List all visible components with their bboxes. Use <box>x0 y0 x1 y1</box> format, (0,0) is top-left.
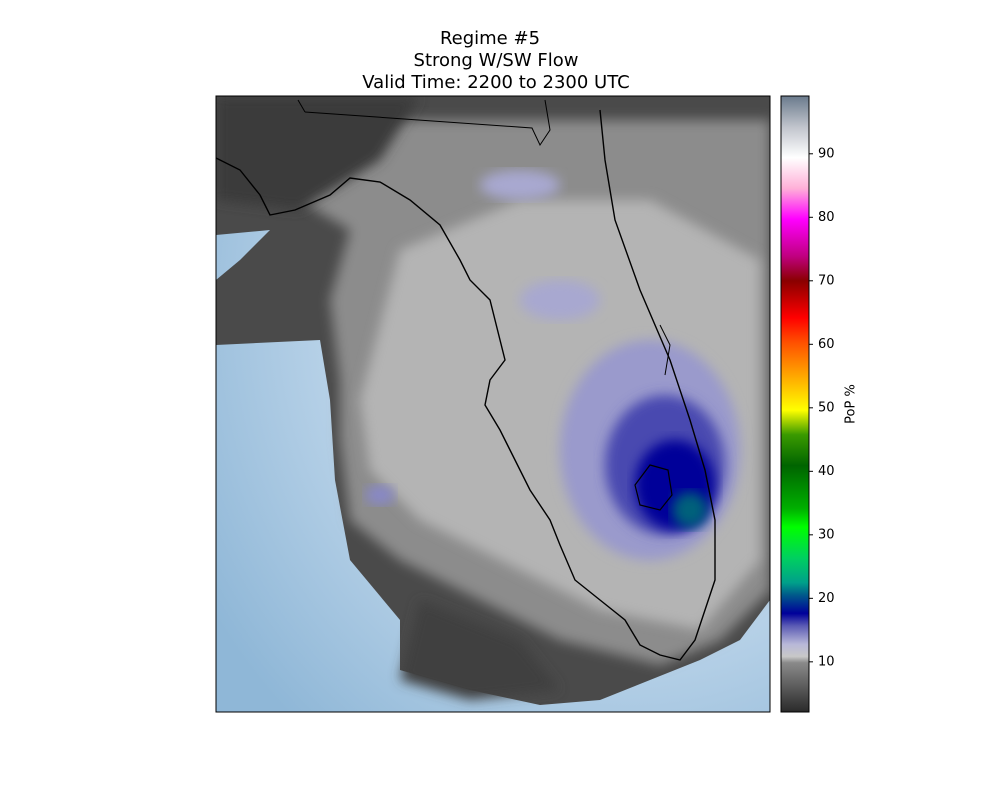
colorbar-tick-label: 80 <box>818 210 835 225</box>
colorbar-tick-label: 20 <box>818 591 835 606</box>
title-line: Regime #5 <box>440 28 540 49</box>
title-line: Valid Time: 2200 to 2300 UTC <box>362 72 629 93</box>
colorbar: PoP % 10 20 30 40 50 60 70 80 90 <box>780 95 859 713</box>
map <box>216 96 770 712</box>
colorbar-tick-label: 10 <box>818 654 835 669</box>
title: Regime #5 Strong W/SW Flow Valid Time: 2… <box>362 28 629 93</box>
colorbar-tick-label: 90 <box>818 146 835 161</box>
map-frame <box>215 95 771 713</box>
colorbar-tick-label: 30 <box>818 527 835 542</box>
title-line: Strong W/SW Flow <box>414 50 579 71</box>
colorbar-tick-label: 70 <box>818 273 835 288</box>
colorbar-tick-label: 40 <box>818 464 835 479</box>
colorbar-label: PoP % <box>844 384 859 424</box>
colorbar-tick-label: 50 <box>818 400 835 415</box>
colorbar-scale <box>780 95 810 713</box>
colorbar-tick-label: 60 <box>818 337 835 352</box>
